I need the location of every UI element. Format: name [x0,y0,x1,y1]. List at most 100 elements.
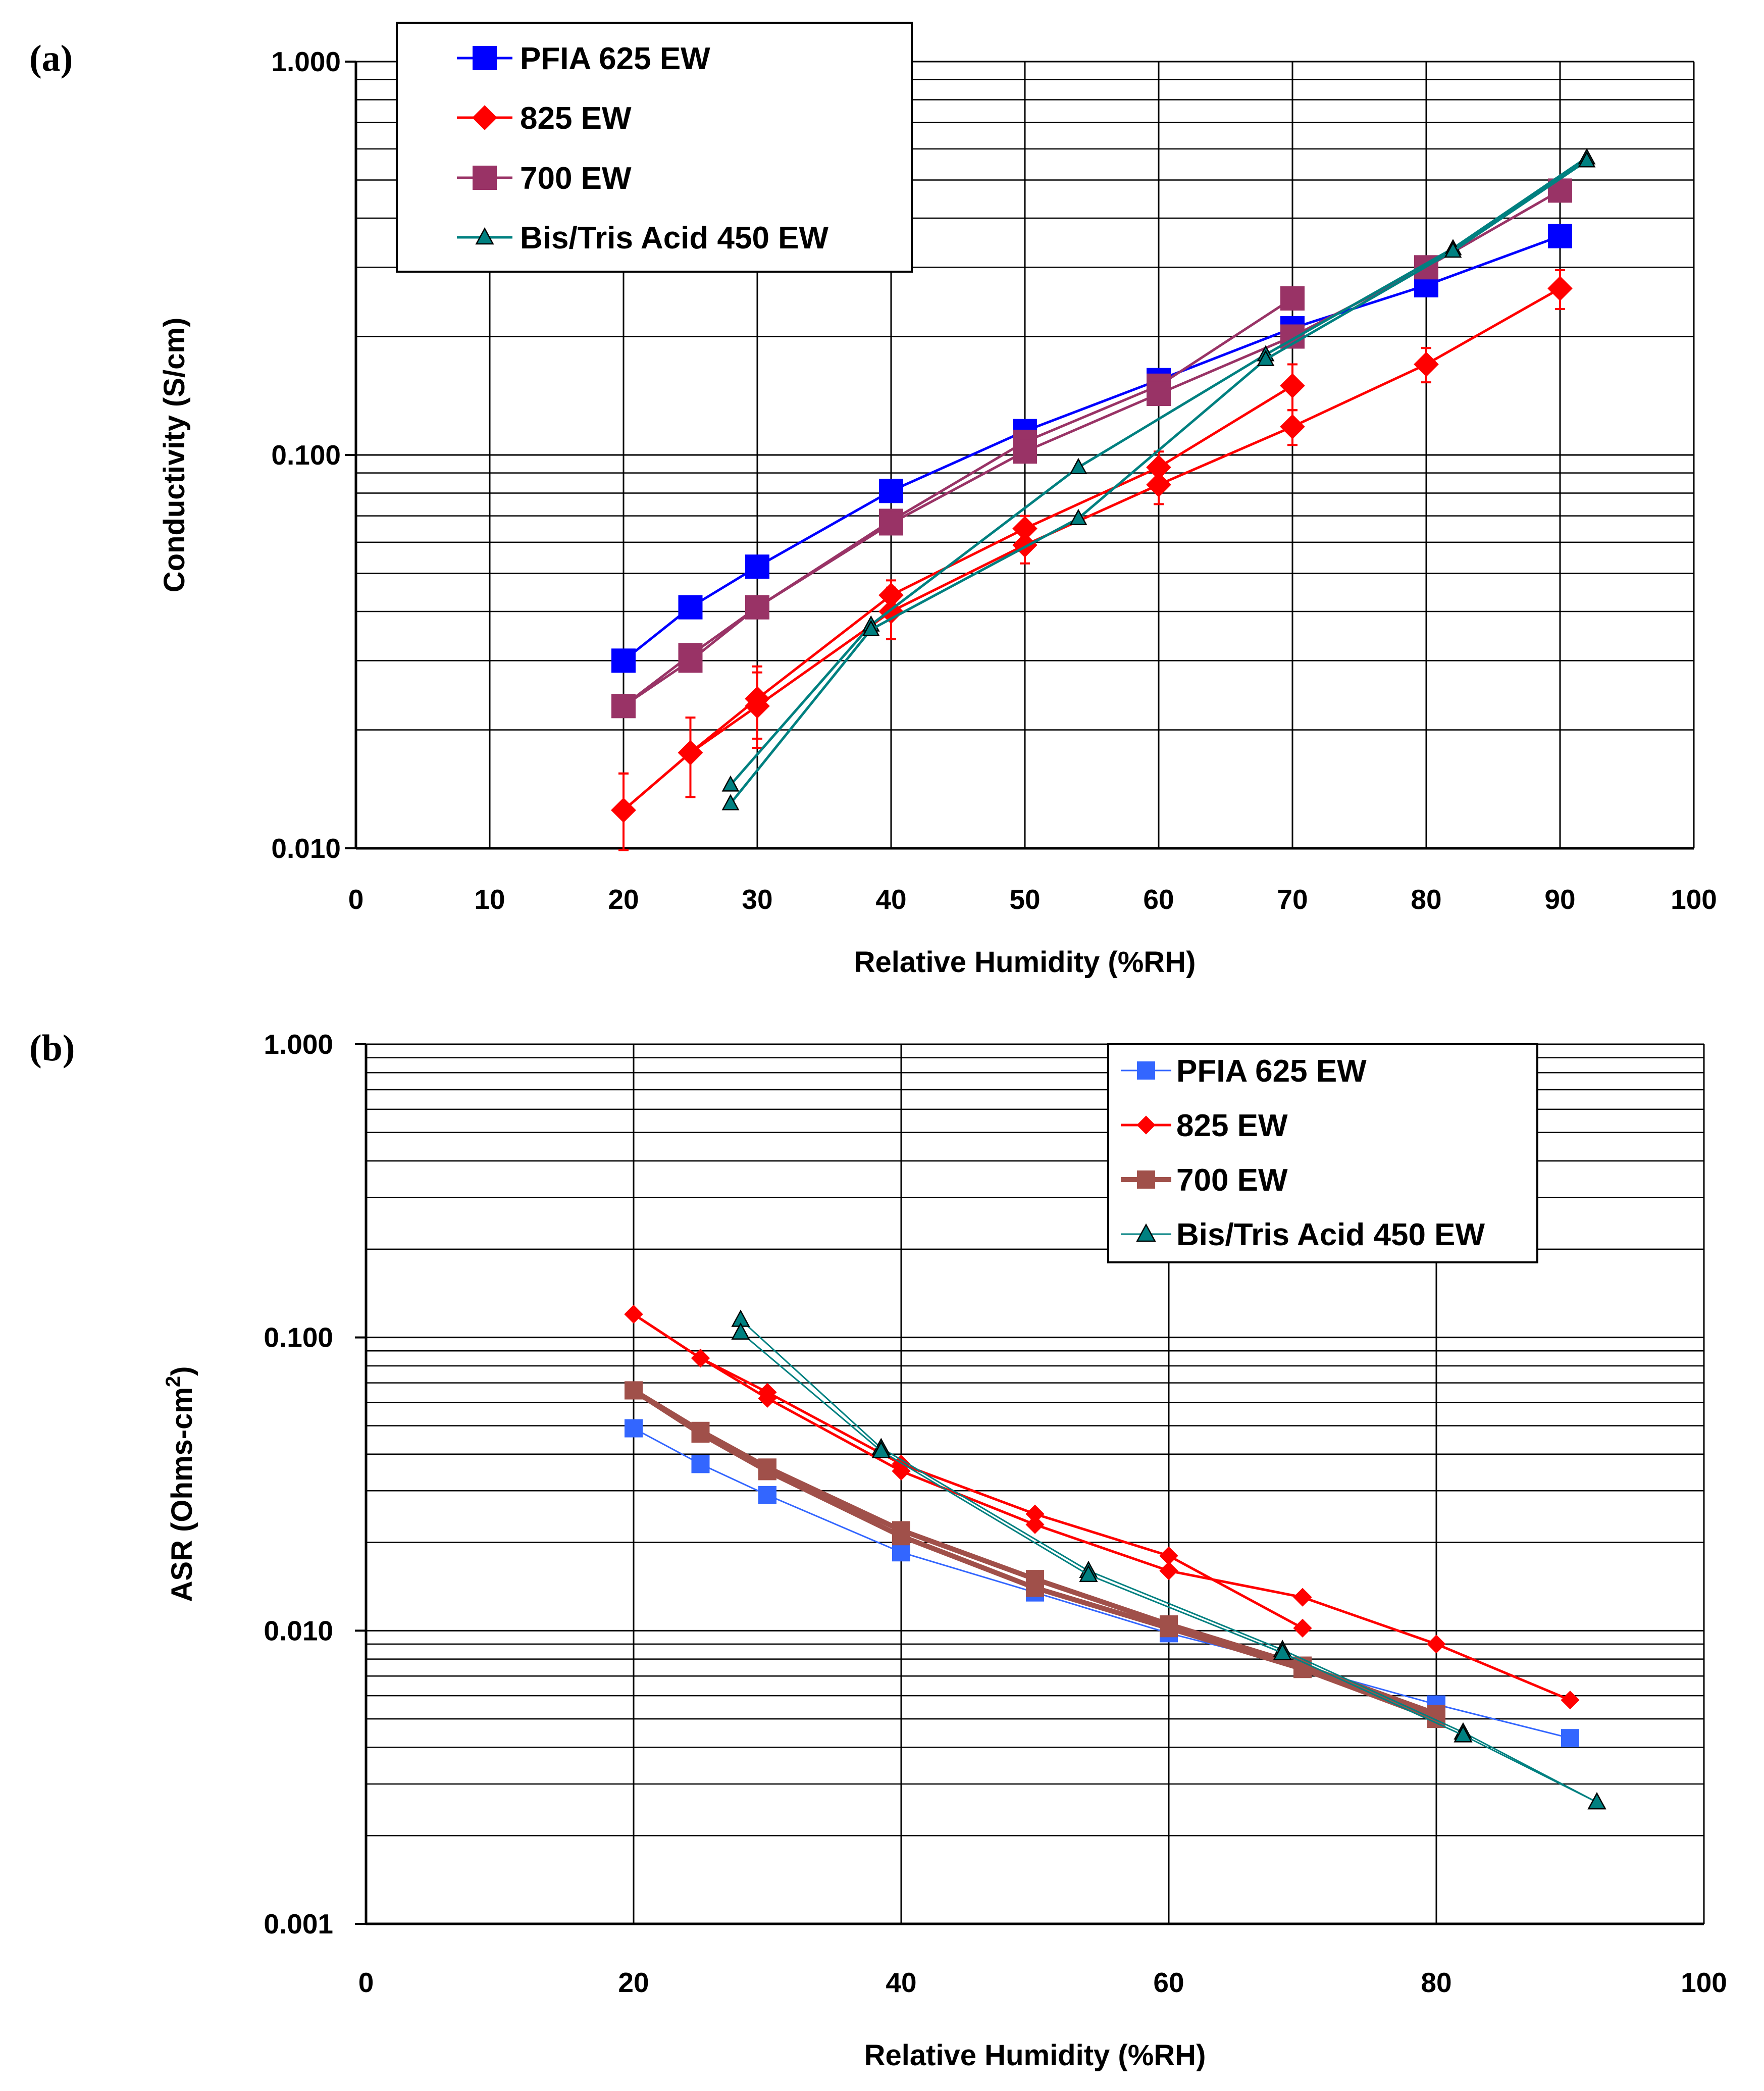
legend-marker [1136,1223,1156,1242]
y-axis-title: ASR (Ohms-cm2) [162,1366,198,1602]
data-point [1293,1588,1312,1607]
data-point [611,648,636,673]
legend-label: PFIA 625 EW [520,41,710,76]
x-tick-label: 60 [1143,884,1174,915]
data-point [1293,1618,1312,1638]
legend-label: PFIA 625 EW [1176,1054,1367,1089]
data-point [611,694,636,719]
y-tick-label: 0.010 [264,1615,333,1646]
series-line [730,157,1588,786]
legend-label: 700 EW [520,161,632,196]
panel-label-a: (a) [29,38,73,79]
legend-marker [473,46,497,70]
x-tick-label: 80 [1411,884,1441,915]
data-point [1160,1619,1178,1638]
data-point [1561,1729,1579,1748]
data-point [1069,508,1087,525]
series-line [740,1332,1597,1803]
x-tick-label: 0 [358,1967,374,1998]
legend-marker [1137,1170,1155,1189]
data-point [892,1543,910,1562]
x-tick-label: 80 [1421,1967,1451,1998]
data-point [691,1455,710,1473]
data-point [1159,1546,1178,1565]
data-point [879,511,903,536]
data-point [1013,439,1037,464]
series-line [740,1319,1597,1803]
series-700-ew [611,178,1572,719]
series-700-ew [625,1381,1445,1728]
y-axis-title-suffix: ) [166,1366,198,1376]
data-point [758,1462,776,1481]
legend-marker [472,105,497,130]
data-point [1547,276,1573,301]
data-point [731,1322,750,1340]
x-tick-label: 100 [1671,884,1717,915]
data-point [1280,286,1305,311]
x-tick-label: 90 [1544,884,1575,915]
data-point [1280,373,1305,398]
y-axis-title: Conductivity (S/cm) [158,318,191,593]
data-point [1146,472,1171,497]
data-point [625,1419,643,1438]
x-tick-label: 100 [1681,1967,1727,1998]
x-axis-title: Relative Humidity (%RH) [854,946,1196,979]
y-tick-label: 1.000 [264,1029,333,1060]
data-point [1280,414,1305,439]
x-tick-label: 10 [474,884,505,915]
series-825-ew [624,1305,1580,1710]
data-point [1025,1515,1045,1534]
data-point [678,595,703,620]
data-point [892,1527,910,1546]
chart-a: 0 10 20 30 40 50 60 70 80 90 100 0.010 0.100 1.000 Rel… [158,22,1717,979]
series-825-ew [611,269,1573,851]
data-point [678,740,703,766]
legend-box [1107,1043,1538,1263]
grid-lines [366,1043,1705,1925]
x-tick-label: 20 [608,884,639,915]
data-point [1578,151,1596,168]
y-tick-label: 1.000 [271,46,341,77]
data-point [879,479,903,503]
data-point [1414,351,1439,377]
data-point [745,554,769,579]
legend-label: 825 EW [520,101,632,136]
x-axis-title: Relative Humidity (%RH) [864,2039,1206,2072]
y-tick-label: 0.100 [271,439,341,471]
legend-marker [1136,1115,1156,1135]
data-point [745,595,769,620]
data-point [892,1461,911,1481]
y-tick-label: 0.010 [271,833,341,864]
y-axis-title-superscript: 2 [162,1376,184,1387]
legend-marker [473,166,497,190]
data-point [758,1486,776,1504]
y-tick-label: 0.100 [264,1322,333,1353]
data-point [625,1381,643,1400]
data-point [1427,1635,1446,1654]
data-point [745,693,770,719]
legend-marker [475,227,494,245]
data-point [678,648,703,673]
data-point [1147,381,1171,406]
series-line [730,160,1588,804]
data-point [1587,1792,1606,1810]
series-line [632,1388,1437,1721]
legend: PFIA 625 EW 825 EW 700 EW Bis/Tris Acid 450… [396,22,913,273]
x-tick-label: 70 [1277,884,1308,915]
data-point [1561,1691,1580,1710]
data-point [871,1441,891,1458]
legend-label: 700 EW [1176,1163,1288,1198]
legend-label: Bis/Tris Acid 450 EW [1176,1217,1485,1252]
x-tick-label: 40 [886,1967,916,1998]
series-bis-tris-acid-450-ew [721,148,1596,810]
x-tick-label: 50 [1009,884,1040,915]
panel-label-b: (b) [29,1028,75,1069]
data-point [691,1349,710,1368]
y-axis-title-text: ASR (Ohms-cm [166,1387,198,1602]
data-point [1026,1578,1044,1597]
data-point [1025,1504,1045,1523]
data-point [1444,241,1462,258]
data-point [1159,1561,1178,1580]
x-tick-label: 0 [348,884,364,915]
